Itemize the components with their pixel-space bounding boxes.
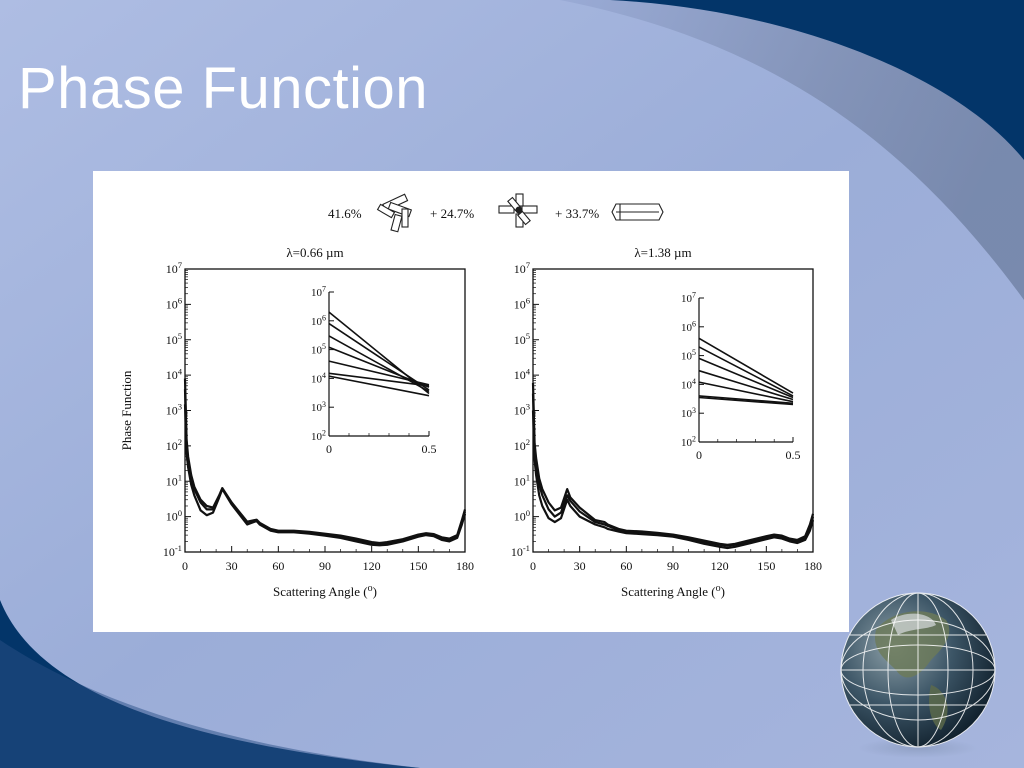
inset-series-line-2 — [328, 322, 430, 391]
chart-title: λ=0.66 µm — [286, 245, 343, 260]
x-tick-label: 90 — [319, 559, 331, 573]
inset-series-line-3 — [328, 335, 430, 393]
inset-series-line-1 — [698, 337, 794, 394]
earth-globe-icon — [840, 592, 996, 758]
inset-series-line-5 — [328, 360, 430, 386]
hexagonal-column-icon — [611, 203, 664, 221]
mixture-term-2: + 24.7% — [430, 206, 474, 221]
plot-frame — [532, 268, 814, 553]
y-tick-label: 104 — [514, 366, 531, 382]
slide-title: Phase Function — [18, 56, 429, 121]
y-tick-label: 107 — [166, 260, 183, 276]
y-tick-label: 100 — [166, 508, 182, 524]
chart-lambda-138: λ=1.38 µm 10-1 100 101 102 103 104 105 106 107 0 30… — [511, 245, 822, 599]
mixture-term-1: 41.6% — [328, 206, 362, 221]
y-tick-label: 103 — [166, 402, 182, 418]
y-tick-label: 106 — [166, 296, 183, 312]
x-tick-label: 180 — [804, 559, 822, 573]
y-tick-label: 101 — [514, 472, 530, 488]
y-axis-label: Phase Function — [119, 370, 134, 450]
x-tick-label: 0 — [182, 559, 188, 573]
y-tick-label: 103 — [514, 402, 530, 418]
inset-series-line-3 — [698, 357, 794, 399]
series-line-3 — [531, 382, 815, 546]
inset-y-tick-label: 104 — [681, 377, 696, 391]
y-tick-label: 107 — [514, 260, 531, 276]
inset-series-line-7 — [698, 396, 794, 406]
inset-series-line-2 — [698, 346, 794, 397]
inset-series-line-7 — [328, 375, 430, 397]
bullet-rosette-icon — [498, 193, 538, 228]
y-tick-label: 101 — [166, 472, 182, 488]
x-tick-label: 180 — [456, 559, 474, 573]
x-tick-label: 120 — [711, 559, 729, 573]
inset-plot: 102 103 104 105 106 107 0 0.5 — [311, 285, 436, 456]
y-tick-label: 102 — [514, 437, 530, 453]
y-tick-label: 102 — [166, 437, 182, 453]
inset-series-line-4 — [698, 369, 794, 401]
inset-series-line-6 — [328, 372, 430, 387]
x-tick-label: 60 — [620, 559, 632, 573]
inset-y-tick-label: 107 — [681, 291, 696, 305]
x-tick-label: 0 — [530, 559, 536, 573]
series-line-1 — [183, 404, 467, 547]
x-axis-label: Scattering Angle (o) — [621, 583, 725, 599]
inset-y-tick-label: 105 — [681, 348, 696, 362]
chart-lambda-066: λ=0.66 µm 10-1 100 101 102 103 104 105 106 107 0 30… — [119, 245, 474, 599]
figure-svg: 41.6% + 24.7% + 33.7% λ=0.66 µm 10-1 100 10… — [119, 193, 822, 599]
inset-y-tick-label: 106 — [681, 319, 696, 333]
inset-y-tick-label: 105 — [311, 342, 326, 356]
series-line-3 — [183, 378, 467, 545]
inset-series-line-5 — [698, 381, 794, 403]
plot-frame — [184, 268, 466, 553]
x-tick-label: 150 — [757, 559, 775, 573]
inset-x-tick-label: 0 — [696, 448, 702, 462]
inset-x-tick-label: 0.5 — [422, 442, 437, 456]
y-tick-label: 105 — [514, 331, 530, 347]
inset-y-tick-label: 103 — [681, 406, 696, 420]
figure-panel: 41.6% + 24.7% + 33.7% λ=0.66 µm 10-1 100 10… — [93, 171, 849, 632]
aggregate-crystal-icon — [376, 193, 413, 233]
inset-plot: 102 103 104 105 106 107 0 0.5 — [681, 291, 800, 462]
inset-y-tick-label: 102 — [681, 435, 696, 449]
inset-y-tick-label: 102 — [311, 429, 326, 443]
x-tick-label: 30 — [574, 559, 586, 573]
y-tick-label: 105 — [166, 331, 182, 347]
chart-title: λ=1.38 µm — [634, 245, 691, 260]
y-tick-label: 100 — [514, 508, 530, 524]
series-line-2 — [183, 389, 467, 545]
x-axis-label: Scattering Angle (o) — [273, 583, 377, 599]
inset-x-tick-label: 0 — [326, 442, 332, 456]
inset-y-tick-label: 107 — [311, 285, 326, 299]
x-tick-label: 150 — [409, 559, 427, 573]
y-tick-label: 10-1 — [511, 543, 530, 559]
y-tick-label: 106 — [514, 296, 531, 312]
series-line-2 — [531, 393, 815, 547]
series-line-1 — [531, 410, 815, 550]
mixture-term-3: + 33.7% — [555, 206, 599, 221]
x-tick-label: 60 — [272, 559, 284, 573]
x-tick-label: 30 — [226, 559, 238, 573]
inset-series-line-6 — [698, 395, 794, 405]
inset-y-tick-label: 104 — [311, 371, 326, 385]
inset-x-tick-label: 0.5 — [786, 448, 801, 462]
inset-y-tick-label: 106 — [311, 313, 326, 327]
x-tick-label: 90 — [667, 559, 679, 573]
y-tick-label: 104 — [166, 366, 183, 382]
inset-y-tick-label: 103 — [311, 400, 326, 414]
x-tick-label: 120 — [363, 559, 381, 573]
y-tick-label: 10-1 — [163, 543, 182, 559]
